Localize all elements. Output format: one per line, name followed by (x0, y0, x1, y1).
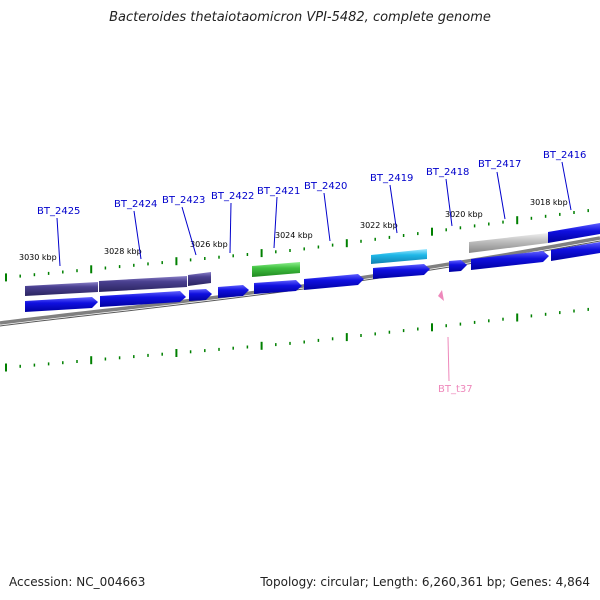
gene-leader-line (56, 217, 61, 267)
cds-arrow[interactable] (254, 280, 302, 294)
cds-feature-row (25, 242, 600, 312)
gene-leader-line (133, 210, 142, 260)
gene-leader-line (323, 192, 331, 242)
cog-feature[interactable] (252, 262, 300, 277)
kbp-label: 3026 kbp (190, 240, 228, 249)
cds-arrow[interactable] (373, 264, 430, 279)
gene-label[interactable]: BT_2424 (114, 199, 157, 210)
scale-ticks-lower (5, 307, 589, 372)
cds-arrow[interactable] (100, 291, 186, 307)
gene-label[interactable]: BT_2416 (543, 150, 586, 161)
cog-feature[interactable] (188, 272, 211, 286)
accession-text: Accession: NC_004663 (9, 575, 146, 589)
gene-leader-line (389, 184, 398, 234)
kbp-label: 3028 kbp (104, 247, 142, 256)
kbp-label: 3030 kbp (19, 253, 57, 262)
gene-label[interactable]: BT_2421 (257, 186, 300, 197)
gene-leader-line (181, 206, 197, 256)
gene-leader-line (496, 171, 506, 220)
cds-arrow[interactable] (304, 274, 364, 290)
cds-arrow[interactable] (189, 289, 212, 301)
cog-feature[interactable] (548, 223, 600, 243)
gene-label[interactable]: BT_2418 (426, 167, 469, 178)
kbp-labels: 3030 kbp 3028 kbp 3026 kbp 3024 kbp 3022… (19, 198, 568, 262)
trna-marker[interactable] (438, 290, 444, 301)
gene-leader-line (445, 178, 453, 227)
cds-arrow[interactable] (471, 251, 549, 270)
cds-arrow[interactable] (218, 285, 249, 298)
cds-arrow[interactable] (551, 242, 600, 261)
gene-label[interactable]: BT_2425 (37, 206, 80, 217)
kbp-label: 3022 kbp (360, 221, 398, 230)
cog-feature[interactable] (99, 276, 187, 292)
cog-feature[interactable] (371, 249, 427, 264)
gene-labels: BT_2425 BT_2424 BT_2423 BT_2422 BT_2421 … (37, 150, 586, 217)
kbp-label: 3024 kbp (275, 231, 313, 240)
trna-label[interactable]: BT_t37 (438, 384, 473, 395)
gene-label[interactable]: BT_2422 (211, 191, 254, 202)
gene-label[interactable]: BT_2419 (370, 173, 413, 184)
gene-label[interactable]: BT_2417 (478, 159, 521, 170)
gene-label[interactable]: BT_2420 (304, 181, 347, 192)
map-title: Bacteroides thetaiotaomicron VPI-5482, c… (109, 10, 491, 25)
cog-feature[interactable] (469, 233, 548, 253)
genome-backbone (0, 236, 600, 325)
gene-leader-line (229, 202, 232, 254)
gene-leader-line (273, 196, 278, 249)
cog-feature[interactable] (25, 282, 98, 296)
scale-ticks-upper (5, 209, 589, 282)
gene-label[interactable]: BT_2423 (162, 195, 205, 206)
cds-arrow[interactable] (449, 260, 467, 272)
gene-leader-line (561, 161, 572, 211)
kbp-label: 3020 kbp (445, 210, 483, 219)
genome-summary-text: Topology: circular; Length: 6,260,361 bp… (260, 575, 590, 589)
kbp-label: 3018 kbp (530, 198, 568, 207)
cds-arrow[interactable] (25, 297, 98, 312)
gene-leader-lines (56, 161, 572, 267)
cog-feature-row (25, 223, 600, 296)
trna-leader-line (447, 336, 450, 382)
